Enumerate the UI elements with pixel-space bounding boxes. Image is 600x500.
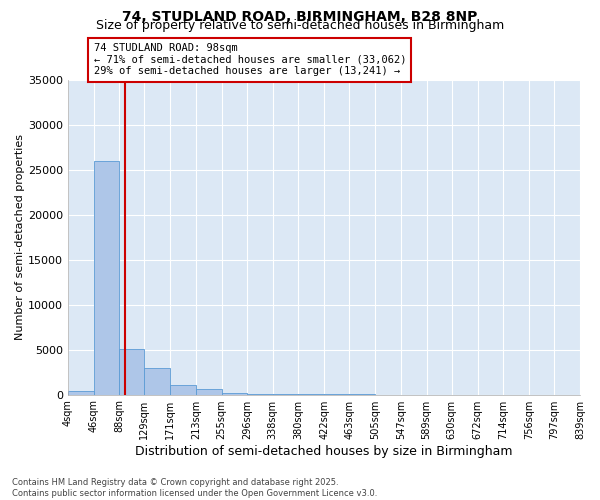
Bar — [145, 368, 170, 394]
Bar — [222, 393, 247, 394]
Text: Contains HM Land Registry data © Crown copyright and database right 2025.
Contai: Contains HM Land Registry data © Crown c… — [12, 478, 377, 498]
Bar — [196, 389, 222, 394]
X-axis label: Distribution of semi-detached houses by size in Birmingham: Distribution of semi-detached houses by … — [135, 444, 512, 458]
Bar — [94, 160, 119, 394]
Text: 74 STUDLAND ROAD: 98sqm
← 71% of semi-detached houses are smaller (33,062)
29% o: 74 STUDLAND ROAD: 98sqm ← 71% of semi-de… — [94, 43, 406, 76]
Y-axis label: Number of semi-detached properties: Number of semi-detached properties — [15, 134, 25, 340]
Bar — [170, 384, 196, 394]
Bar — [68, 391, 94, 394]
Bar — [119, 348, 145, 395]
Text: Size of property relative to semi-detached houses in Birmingham: Size of property relative to semi-detach… — [96, 19, 504, 32]
Text: 74, STUDLAND ROAD, BIRMINGHAM, B28 8NP: 74, STUDLAND ROAD, BIRMINGHAM, B28 8NP — [122, 10, 478, 24]
